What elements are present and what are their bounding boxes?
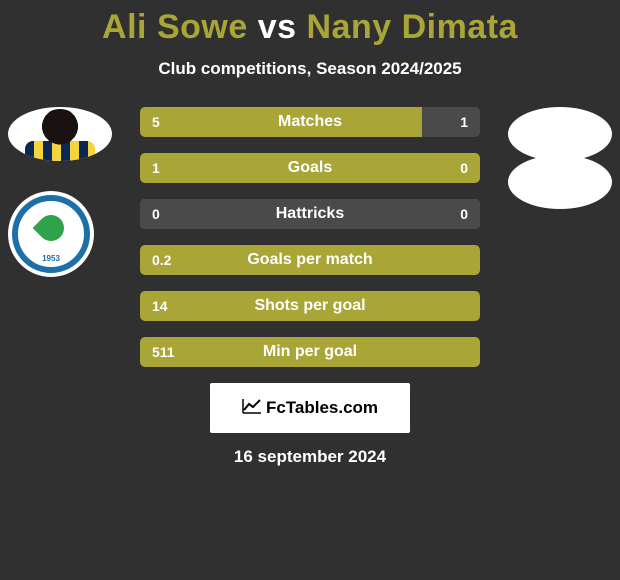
player2-avatar-1 — [508, 107, 612, 161]
title-vs: vs — [258, 8, 297, 46]
chart-icon — [242, 398, 262, 419]
bar-right-segment — [422, 107, 480, 137]
bar-track — [140, 245, 480, 275]
bar-track — [140, 199, 480, 229]
footer-brand-text: FcTables.com — [266, 398, 378, 418]
player1-head-icon — [35, 109, 85, 159]
right-column — [508, 107, 612, 209]
stat-bars: 51Matches10Goals00Hattricks0.2Goals per … — [140, 107, 480, 367]
title-player2: Nany Dimata — [306, 8, 517, 46]
bar-track — [140, 107, 480, 137]
player1-avatar — [8, 107, 112, 161]
player1-club-badge: 1953 — [8, 191, 94, 277]
bar-track — [140, 153, 480, 183]
stat-row: 00Hattricks — [140, 199, 480, 229]
footer-brand-badge: FcTables.com — [210, 383, 410, 433]
club-year: 1953 — [8, 254, 94, 263]
stat-value-left: 5 — [152, 114, 160, 130]
bar-left-segment — [140, 153, 480, 183]
stat-row: 14Shots per goal — [140, 291, 480, 321]
stat-row: 51Matches — [140, 107, 480, 137]
stat-value-right: 0 — [460, 206, 468, 222]
bar-track — [140, 291, 480, 321]
stat-row: 511Min per goal — [140, 337, 480, 367]
stat-value-right: 1 — [460, 114, 468, 130]
stat-value-left: 511 — [152, 344, 175, 360]
bar-track — [140, 337, 480, 367]
stat-value-left: 0 — [152, 206, 160, 222]
subtitle: Club competitions, Season 2024/2025 — [0, 59, 620, 79]
stat-value-left: 14 — [152, 298, 168, 314]
stat-value-left: 1 — [152, 160, 160, 176]
comparison-title: Ali Sowe vs Nany Dimata — [0, 0, 620, 47]
bar-left-segment — [140, 245, 480, 275]
stat-row: 0.2Goals per match — [140, 245, 480, 275]
bar-left-segment — [140, 337, 480, 367]
stat-value-right: 0 — [460, 160, 468, 176]
title-player1: Ali Sowe — [102, 8, 248, 46]
bar-left-segment — [140, 107, 422, 137]
footer-date: 16 september 2024 — [0, 447, 620, 467]
content-area: 1953 51Matches10Goals00Hattricks0.2Goals… — [0, 107, 620, 367]
left-column: 1953 — [8, 107, 112, 277]
stat-row: 10Goals — [140, 153, 480, 183]
bar-left-segment — [140, 291, 480, 321]
stat-value-left: 0.2 — [152, 252, 171, 268]
player2-avatar-2 — [508, 155, 612, 209]
